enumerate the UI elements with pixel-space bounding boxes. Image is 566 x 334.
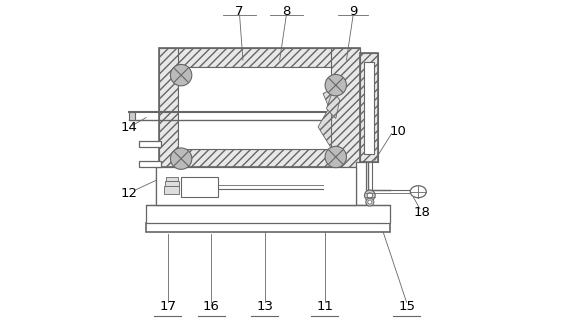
Text: 11: 11 [316, 300, 333, 313]
Polygon shape [156, 167, 166, 205]
Polygon shape [327, 90, 340, 119]
Text: 7: 7 [235, 5, 244, 18]
Polygon shape [146, 223, 390, 232]
Text: 16: 16 [203, 300, 220, 313]
Text: 14: 14 [120, 121, 137, 134]
Polygon shape [318, 104, 332, 149]
Polygon shape [160, 48, 360, 67]
Polygon shape [360, 53, 378, 162]
Circle shape [368, 200, 372, 204]
Circle shape [170, 64, 192, 86]
Text: 10: 10 [390, 126, 406, 138]
Circle shape [366, 198, 374, 206]
Polygon shape [139, 141, 161, 147]
Polygon shape [165, 181, 179, 186]
Polygon shape [139, 161, 161, 167]
Text: 17: 17 [159, 300, 176, 313]
Circle shape [365, 190, 375, 201]
Circle shape [325, 74, 346, 96]
Circle shape [170, 148, 192, 169]
Text: 9: 9 [349, 5, 357, 18]
Polygon shape [364, 62, 374, 154]
Polygon shape [166, 177, 178, 181]
Polygon shape [323, 87, 336, 114]
Polygon shape [156, 167, 357, 205]
Text: 12: 12 [120, 187, 137, 199]
Circle shape [325, 146, 346, 168]
Text: 8: 8 [282, 5, 290, 18]
Circle shape [367, 193, 372, 198]
Text: 18: 18 [413, 206, 430, 218]
Polygon shape [165, 186, 179, 194]
Polygon shape [146, 205, 390, 223]
Polygon shape [130, 112, 135, 120]
Polygon shape [160, 149, 360, 167]
Text: 13: 13 [256, 300, 273, 313]
Polygon shape [178, 67, 360, 149]
Polygon shape [181, 177, 218, 197]
Polygon shape [357, 162, 367, 205]
Polygon shape [160, 48, 178, 167]
Text: 15: 15 [398, 300, 415, 313]
Ellipse shape [410, 186, 426, 198]
Polygon shape [332, 48, 360, 167]
